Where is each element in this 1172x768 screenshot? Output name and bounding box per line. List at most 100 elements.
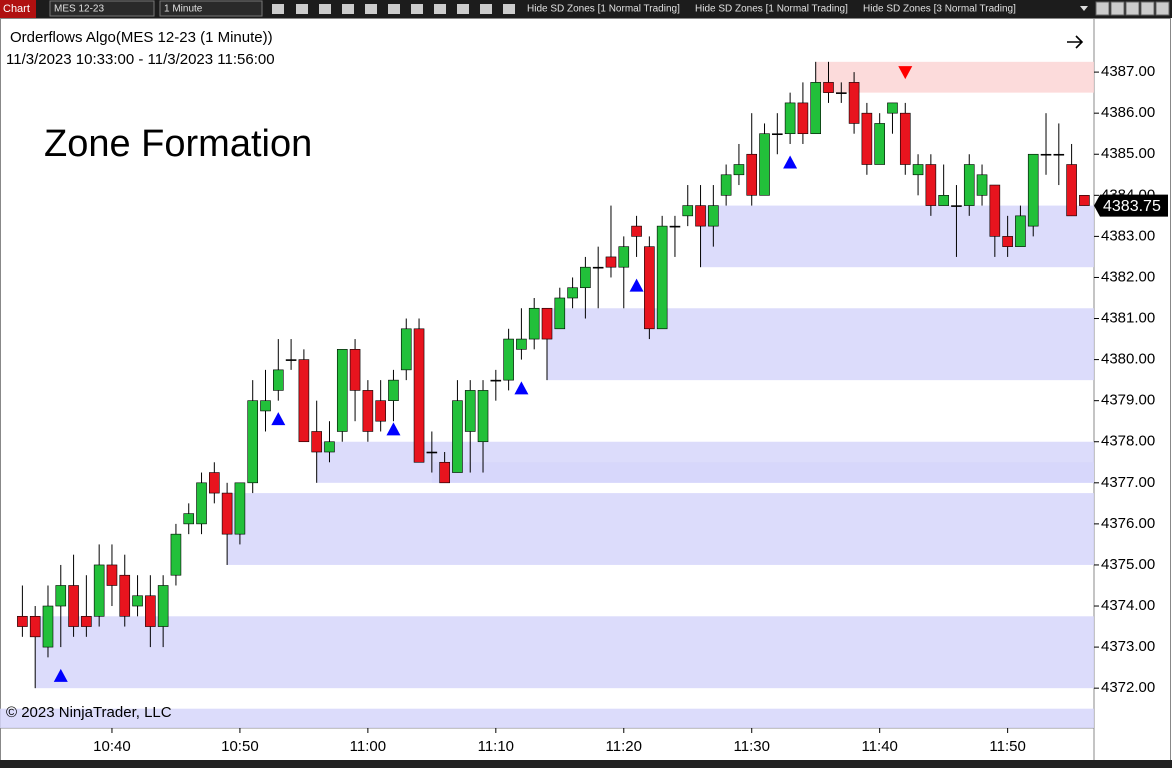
candle-body (656, 225, 668, 330)
toolbar-button[interactable]: Hide SD Zones [1 Normal Trading] (527, 4, 680, 15)
candle-body (106, 564, 118, 586)
candle-body (1053, 153, 1065, 156)
buy-signal (629, 278, 644, 292)
tool-icon[interactable] (480, 4, 492, 14)
candle-body (951, 205, 962, 207)
demand-zone (227, 493, 1094, 565)
candle-body (887, 102, 898, 114)
x-tick-label: 10:40 (93, 738, 131, 755)
chart-tab[interactable] (0, 0, 36, 18)
scroll-arrow[interactable] (1067, 35, 1084, 49)
demand-zone (35, 616, 1094, 689)
candle-body (234, 482, 246, 535)
annotation: Zone Formation (44, 123, 312, 165)
candle-body (708, 205, 719, 227)
candle-body (93, 564, 105, 617)
y-tick-label: 4383.00 (1101, 227, 1155, 244)
candle-body (682, 205, 694, 217)
candle-body (490, 379, 502, 382)
tool-icon[interactable] (365, 4, 377, 14)
candle-body (375, 400, 386, 422)
y-tick-label: 4372.00 (1101, 679, 1155, 696)
tool-icon[interactable] (434, 4, 446, 14)
window-button[interactable] (1095, 1, 1110, 16)
candle-body (17, 615, 28, 627)
candle-body (861, 112, 873, 165)
chart-subtitle: 11/3/2023 10:33:00 - 11/3/2023 11:56:00 (6, 51, 275, 68)
chart-tab-label: Chart (3, 3, 30, 15)
candle-body (618, 246, 630, 268)
candle-body (554, 297, 566, 330)
demand-zone (0, 708, 1094, 728)
tool-icon[interactable] (503, 4, 515, 14)
candle-body (29, 615, 41, 638)
candle-body (797, 102, 809, 135)
candle-body (1079, 195, 1090, 206)
x-tick-label: 11:20 (606, 738, 642, 755)
tool-icon[interactable] (388, 4, 400, 14)
candle-body (976, 174, 988, 196)
y-tick-label: 4379.00 (1101, 392, 1155, 409)
candle-body (835, 92, 847, 94)
tool-icon[interactable] (457, 4, 469, 14)
candle-body (592, 266, 604, 269)
candle-body (567, 287, 578, 299)
window-button[interactable] (1155, 1, 1170, 16)
candle-body (759, 133, 770, 196)
candle-body (720, 174, 732, 196)
candle-body (1066, 164, 1077, 217)
copyright: © 2023 NinjaTrader, LLC (6, 704, 172, 721)
tool-icon[interactable] (296, 4, 308, 14)
candle-body (644, 246, 655, 330)
tool-icon[interactable] (342, 4, 354, 14)
instrument-select[interactable] (49, 0, 155, 17)
toolbar-button[interactable]: Hide SD Zones [3 Normal Trading] (863, 4, 1016, 15)
tool-icon[interactable] (319, 4, 331, 14)
candle-body (938, 195, 949, 206)
window-button[interactable] (1140, 1, 1155, 16)
candle-body (388, 379, 399, 401)
candle-body (196, 482, 207, 525)
candle-body (42, 605, 54, 648)
interval-select[interactable] (159, 0, 263, 17)
toolbar (0, 0, 1172, 18)
candle-body (400, 328, 412, 371)
candle-body (772, 133, 783, 136)
toolbar-button[interactable]: Hide SD Zones [1 Normal Trading] (695, 4, 848, 15)
candle-body (580, 266, 591, 289)
candle-body (209, 472, 220, 494)
candle-body (145, 595, 156, 627)
candle-body (55, 585, 67, 607)
y-tick-label: 4376.00 (1101, 515, 1155, 532)
candle-body (823, 82, 834, 93)
window-button[interactable] (1125, 1, 1140, 16)
candle-body (784, 102, 796, 135)
candle-body (848, 82, 860, 124)
tool-icon[interactable] (272, 4, 284, 14)
toolbar-dropdown[interactable] (1080, 6, 1088, 11)
candle-body (260, 400, 271, 412)
buy-signal (53, 668, 68, 682)
sell-signal (898, 66, 913, 80)
candle-body (349, 349, 361, 391)
x-tick-label: 10:50 (221, 738, 259, 755)
candle-body (631, 225, 642, 237)
candle-body (912, 164, 924, 176)
candle-body (503, 338, 514, 381)
candle-body (746, 153, 758, 196)
y-tick-label: 4374.00 (1101, 597, 1155, 614)
tool-icon[interactable] (411, 4, 423, 14)
buy-signal (386, 422, 401, 436)
x-tick-label: 11:40 (861, 738, 897, 755)
chart-title: Orderflows Algo(MES 12-23 (1 Minute)) (10, 29, 273, 46)
axes-layer: 4372.00 4373.00 4374.00 4375.00 4376.00 4377.… (93, 63, 1168, 755)
candle-body (81, 615, 92, 627)
candle-body (733, 164, 745, 176)
window-controls (1095, 1, 1170, 16)
y-tick-label: 4387.00 (1101, 63, 1155, 80)
candle-body (477, 390, 489, 443)
candle-body (695, 205, 706, 227)
buy-signal (514, 381, 529, 395)
window-button[interactable] (1110, 1, 1125, 16)
